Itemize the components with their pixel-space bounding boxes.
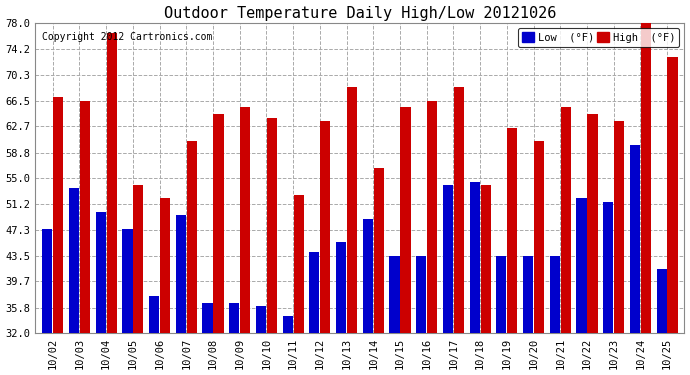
Bar <box>496 256 506 333</box>
Bar <box>443 185 453 333</box>
Bar <box>256 306 266 333</box>
Bar <box>213 114 224 333</box>
Bar <box>667 57 678 333</box>
Bar <box>587 114 598 333</box>
Bar <box>400 107 411 333</box>
Bar <box>176 215 186 333</box>
Legend: Low  (°F), High  (°F): Low (°F), High (°F) <box>518 28 679 47</box>
Bar <box>283 316 293 333</box>
Bar <box>229 303 239 333</box>
Bar <box>550 256 560 333</box>
Bar <box>160 198 170 333</box>
Bar <box>641 16 651 333</box>
Bar <box>293 195 304 333</box>
Bar <box>454 87 464 333</box>
Bar <box>603 202 613 333</box>
Bar <box>106 33 117 333</box>
Bar <box>614 121 624 333</box>
Bar <box>187 141 197 333</box>
Bar <box>133 185 144 333</box>
Bar <box>374 168 384 333</box>
Bar <box>347 87 357 333</box>
Bar <box>427 100 437 333</box>
Bar <box>470 182 480 333</box>
Bar <box>336 242 346 333</box>
Bar <box>416 256 426 333</box>
Bar <box>320 121 331 333</box>
Bar <box>96 212 106 333</box>
Bar <box>53 97 63 333</box>
Bar <box>80 100 90 333</box>
Bar <box>309 252 319 333</box>
Bar <box>534 141 544 333</box>
Bar <box>656 269 667 333</box>
Bar <box>561 107 571 333</box>
Text: Copyright 2012 Cartronics.com: Copyright 2012 Cartronics.com <box>42 32 213 42</box>
Bar <box>507 128 518 333</box>
Bar <box>389 256 400 333</box>
Bar <box>240 107 250 333</box>
Bar <box>267 117 277 333</box>
Bar <box>480 185 491 333</box>
Bar <box>69 188 79 333</box>
Bar <box>630 144 640 333</box>
Title: Outdoor Temperature Daily High/Low 20121026: Outdoor Temperature Daily High/Low 20121… <box>164 6 556 21</box>
Bar <box>122 229 132 333</box>
Bar <box>149 296 159 333</box>
Bar <box>523 256 533 333</box>
Bar <box>42 229 52 333</box>
Bar <box>202 303 213 333</box>
Bar <box>576 198 586 333</box>
Bar <box>363 219 373 333</box>
